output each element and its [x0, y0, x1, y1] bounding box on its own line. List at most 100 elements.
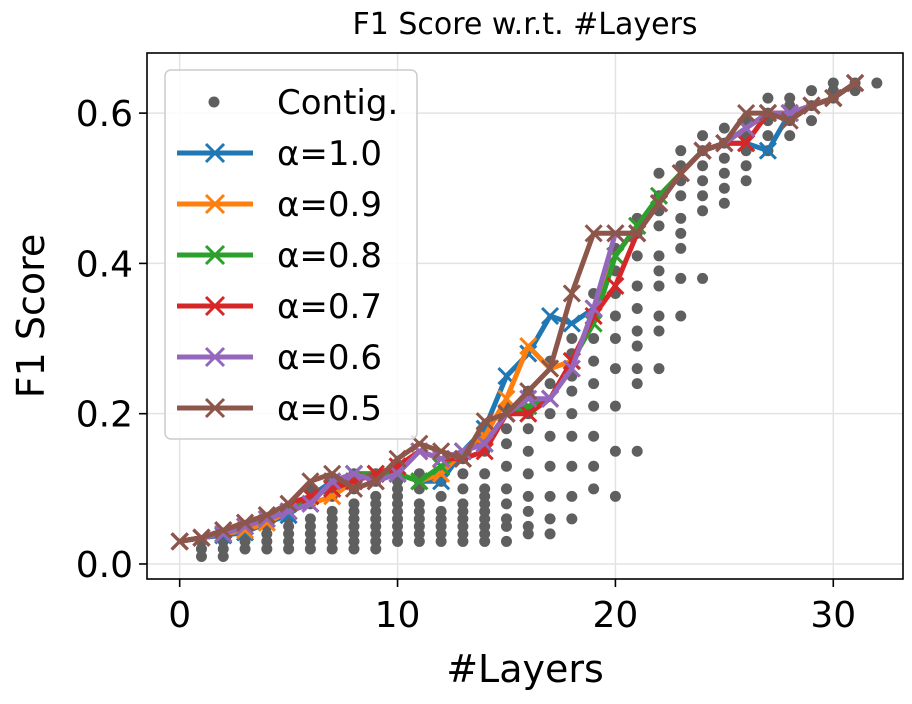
series-marker	[584, 224, 603, 243]
y-tick-label: 0.2	[76, 395, 133, 436]
series-marker	[780, 111, 799, 130]
series-marker	[475, 412, 494, 431]
scatter-point	[566, 490, 578, 502]
scatter-point	[631, 280, 643, 292]
series-marker	[824, 89, 843, 108]
scatter-point	[544, 460, 556, 472]
scatter-point	[566, 513, 578, 525]
scatter-point	[588, 460, 600, 472]
series-marker	[758, 141, 777, 160]
scatter-point	[609, 333, 621, 345]
scatter-point	[326, 543, 338, 555]
y-tick-label: 0.6	[76, 94, 133, 135]
scatter-point	[697, 175, 709, 187]
legend-label: α=1.0	[277, 134, 382, 174]
scatter-point	[675, 272, 687, 284]
series-marker	[715, 134, 734, 153]
scatter-point	[435, 513, 447, 525]
scatter-point	[370, 505, 382, 517]
scatter-point	[457, 498, 469, 510]
scatter-point	[631, 445, 643, 457]
scatter-point	[392, 498, 404, 510]
x-tick-label: 10	[375, 595, 421, 636]
scatter-point	[653, 280, 665, 292]
scatter-point	[544, 490, 556, 502]
series-marker	[475, 434, 494, 453]
scatter-point	[370, 528, 382, 540]
scatter-point	[653, 167, 665, 179]
scatter-point	[544, 408, 556, 420]
scatter-point	[261, 535, 273, 547]
scatter-point	[283, 520, 295, 532]
scatter-point	[392, 505, 404, 517]
scatter-point	[370, 498, 382, 510]
series-marker	[562, 284, 581, 303]
scatter-point	[675, 242, 687, 254]
scatter-point	[740, 175, 752, 187]
scatter-point	[566, 460, 578, 472]
scatter-point	[762, 92, 774, 104]
scatter-point	[784, 130, 796, 142]
scatter-point	[675, 145, 687, 157]
scatter-point	[871, 77, 883, 89]
scatter-point	[304, 535, 316, 547]
series-marker	[802, 96, 821, 115]
series-marker	[432, 442, 451, 461]
series-marker	[497, 389, 516, 408]
scatter-point	[217, 543, 229, 555]
series-marker	[301, 494, 320, 513]
scatter-point	[544, 430, 556, 442]
scatter-point	[348, 498, 360, 510]
scatter-point	[827, 77, 839, 89]
legend-marker	[204, 193, 226, 215]
scatter-point	[697, 190, 709, 202]
scatter-point	[283, 528, 295, 540]
legend-entry: α=0.6	[177, 338, 382, 378]
scatter-point	[631, 363, 643, 375]
scatter-point	[457, 528, 469, 540]
series-marker	[540, 389, 560, 408]
scatter-point	[609, 445, 621, 457]
scatter-point	[370, 535, 382, 547]
scatter-point	[479, 505, 491, 517]
legend-marker	[204, 346, 226, 368]
scatter-point	[675, 190, 687, 202]
legend-entry: α=0.8	[177, 236, 382, 276]
scatter-point	[805, 85, 817, 97]
series-marker	[388, 449, 407, 468]
scatter-point	[457, 483, 469, 495]
scatter-point	[479, 535, 491, 547]
scatter-point	[566, 385, 578, 397]
scatter-point	[718, 182, 730, 194]
scatter-point	[718, 152, 730, 164]
scatter-point	[326, 520, 338, 532]
scatter-point	[479, 483, 491, 495]
scatter-point	[718, 122, 730, 134]
series-marker	[737, 134, 756, 153]
series-marker	[584, 299, 603, 318]
legend-entry: α=1.0	[177, 134, 382, 174]
series-marker	[388, 464, 407, 483]
scatter-point	[500, 535, 512, 547]
scatter-point	[304, 528, 316, 540]
legend-label: Contig.	[277, 83, 398, 123]
scatter-point	[479, 520, 491, 532]
scatter-point	[413, 498, 425, 510]
series-marker	[649, 194, 669, 213]
scatter-point	[675, 227, 687, 239]
scatter-point	[544, 513, 556, 525]
scatter-point	[609, 490, 621, 502]
scatter-point	[653, 363, 665, 375]
legend-label: α=0.6	[277, 338, 382, 378]
scatter-point	[457, 468, 469, 480]
series-marker	[628, 224, 647, 243]
legend-entry: α=0.5	[177, 389, 382, 429]
legend-label: α=0.9	[277, 185, 382, 225]
scatter-point	[675, 310, 687, 322]
legend-label: α=0.5	[277, 389, 382, 429]
scatter-point	[326, 528, 338, 540]
scatter-point	[479, 468, 491, 480]
series-marker	[693, 141, 712, 160]
scatter-point	[370, 543, 382, 555]
